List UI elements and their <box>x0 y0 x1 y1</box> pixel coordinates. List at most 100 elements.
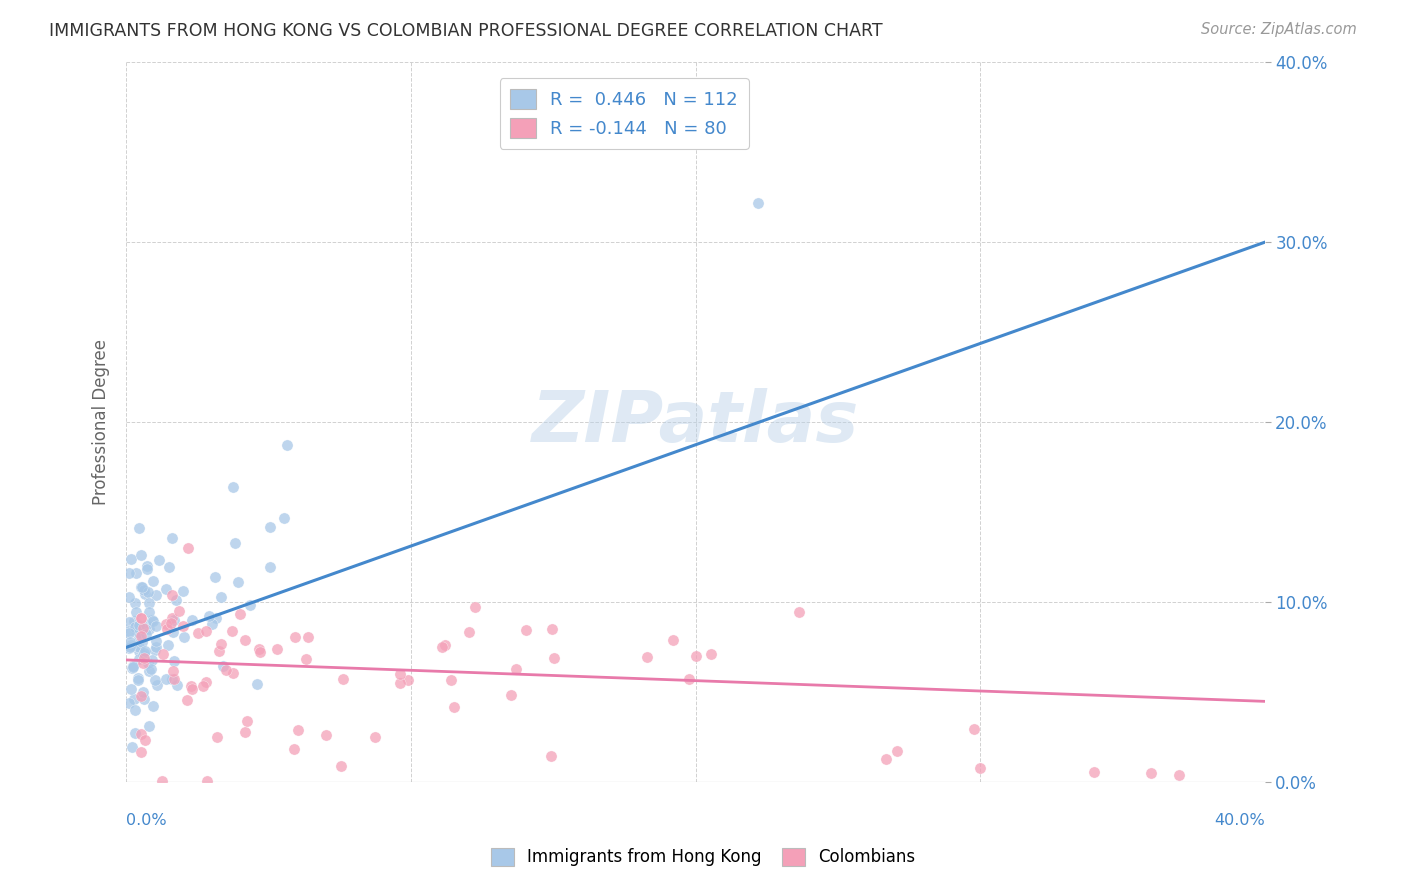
Point <box>128 652 150 666</box>
Point <box>315 728 337 742</box>
Point <box>152 647 174 661</box>
Point <box>364 731 387 745</box>
Point <box>160 615 183 630</box>
Point <box>207 643 229 657</box>
Point <box>128 644 150 658</box>
Point <box>221 624 243 639</box>
Point <box>221 666 243 681</box>
Point <box>297 631 319 645</box>
Text: ZIPatlas: ZIPatlas <box>531 388 859 457</box>
Point <box>195 674 218 689</box>
Point <box>121 661 143 675</box>
Point <box>129 580 152 594</box>
Point <box>121 658 143 673</box>
Point <box>145 588 167 602</box>
Point <box>541 622 564 636</box>
Point <box>118 566 141 580</box>
Point <box>662 633 685 648</box>
Point <box>228 607 250 621</box>
Point <box>180 682 202 697</box>
Point <box>197 609 219 624</box>
Point <box>138 596 160 610</box>
Point <box>157 639 180 653</box>
Point <box>135 627 157 641</box>
Point <box>283 742 305 756</box>
Point <box>1083 764 1105 779</box>
Point <box>501 688 523 702</box>
Point <box>118 696 141 710</box>
Point <box>121 739 143 754</box>
Point <box>121 660 143 674</box>
Point <box>215 664 238 678</box>
Point <box>118 615 141 629</box>
Text: IMMIGRANTS FROM HONG KONG VS COLOMBIAN PROFESSIONAL DEGREE CORRELATION CHART: IMMIGRANTS FROM HONG KONG VS COLOMBIAN P… <box>49 22 883 40</box>
Point <box>125 605 148 619</box>
Point <box>129 727 152 741</box>
Point <box>132 648 155 662</box>
Point <box>127 671 149 685</box>
Point <box>875 752 897 766</box>
Point <box>166 678 188 692</box>
Point <box>162 673 184 687</box>
Point <box>132 657 155 671</box>
Point <box>118 641 141 656</box>
Point <box>169 603 191 617</box>
Point <box>156 622 179 636</box>
Point <box>155 617 177 632</box>
Point <box>205 730 228 744</box>
Point <box>211 658 233 673</box>
Point <box>543 650 565 665</box>
Point <box>134 644 156 658</box>
Point <box>155 582 177 596</box>
Point <box>176 541 198 556</box>
Point <box>128 521 150 535</box>
Point <box>136 584 159 599</box>
Point <box>685 649 707 664</box>
Point <box>273 511 295 525</box>
Point <box>191 680 214 694</box>
Point <box>162 624 184 639</box>
Point <box>132 651 155 665</box>
Point <box>160 673 183 687</box>
Point <box>165 592 187 607</box>
Point <box>700 647 723 661</box>
Point <box>162 588 184 602</box>
Point <box>141 662 163 676</box>
Point <box>146 678 169 692</box>
Point <box>118 626 141 640</box>
Text: 0.0%: 0.0% <box>127 813 167 828</box>
Point <box>124 620 146 634</box>
Point <box>129 610 152 624</box>
Point <box>135 562 157 576</box>
Text: Source: ZipAtlas.com: Source: ZipAtlas.com <box>1201 22 1357 37</box>
Point <box>204 570 226 584</box>
Point <box>124 703 146 717</box>
Point <box>284 630 307 644</box>
Point <box>266 642 288 657</box>
Point <box>128 640 150 654</box>
Point <box>176 693 198 707</box>
Point <box>134 587 156 601</box>
Point <box>122 614 145 628</box>
Point <box>129 611 152 625</box>
Point <box>129 745 152 759</box>
Point <box>142 699 165 714</box>
Point <box>145 640 167 654</box>
Point <box>141 653 163 667</box>
Point <box>142 614 165 628</box>
Point <box>173 630 195 644</box>
Point <box>235 714 257 728</box>
Point <box>443 700 465 714</box>
Point <box>131 580 153 594</box>
Point <box>209 590 232 604</box>
Point <box>157 559 180 574</box>
Point <box>886 744 908 758</box>
Point <box>163 654 186 668</box>
Point <box>162 611 184 625</box>
Point <box>287 723 309 738</box>
Point <box>162 664 184 678</box>
Point <box>678 672 700 686</box>
Point <box>138 605 160 619</box>
Point <box>540 748 562 763</box>
Point <box>120 682 142 697</box>
